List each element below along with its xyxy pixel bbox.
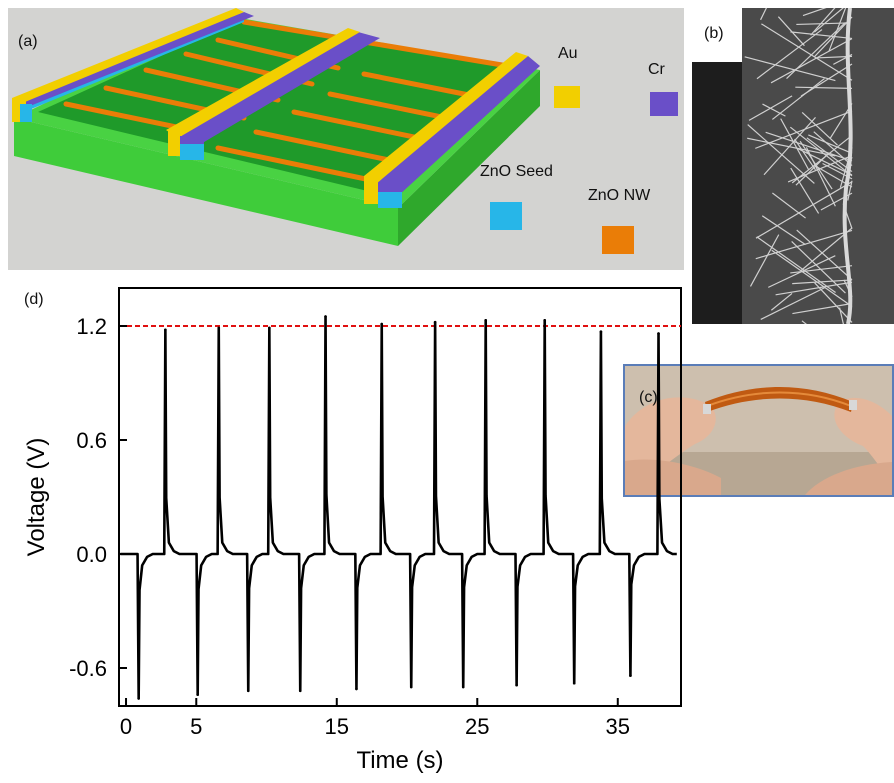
negative-pulse-peak (515, 683, 518, 687)
legend-zno-nw-label: ZnO NW (588, 187, 651, 204)
panel-a-label: (a) (18, 33, 38, 50)
plot-frame (118, 287, 682, 707)
legend-cr-label: Cr (648, 61, 666, 78)
voltage-chart-panel: (d) -0.6 0.0 0.6 1.2 0 5 15 25 35 Voltage (V) T… (0, 280, 690, 778)
nanowire-row (241, 19, 511, 69)
positive-pulse-peak (324, 315, 327, 318)
x-axis-ticks: 0 5 15 25 35 (120, 698, 630, 739)
panel-b-label: (b) (704, 25, 724, 42)
positive-pulse-peak (380, 322, 384, 326)
negative-pulse-peak (298, 689, 302, 693)
sem-micrograph: (b) (692, 8, 894, 324)
negative-pulse-peak (355, 687, 358, 691)
legend-zno-seed-label: ZnO Seed (480, 163, 553, 180)
electrode-right (364, 52, 540, 208)
electrode-middle (166, 28, 380, 160)
panel-c-label: (c) (639, 389, 658, 406)
substrate-right-face (398, 70, 540, 246)
y-tick-label: -0.6 (69, 656, 107, 681)
positive-pulse-peak (164, 328, 167, 332)
legend-zno-nw-swatch (602, 226, 634, 254)
legend-au-swatch (554, 86, 580, 108)
bent-device-strip (705, 387, 853, 412)
substrate-front-face (14, 118, 398, 246)
voltage-time-chart: (d) -0.6 0.0 0.6 1.2 0 5 15 25 35 Voltage (V) T… (23, 287, 682, 774)
legend-au-label: Au (558, 45, 578, 62)
x-tick-label: 0 (120, 714, 132, 739)
sem-micrograph-panel: (b) (692, 8, 894, 324)
negative-pulse-peak (461, 685, 465, 689)
legend-zno-seed-swatch (490, 202, 522, 230)
positive-pulse-peak (433, 320, 437, 324)
negative-pulse-peak (137, 697, 140, 700)
flexible-device-photo-panel: (c) (623, 364, 894, 497)
device-schematic-panel: (a) Au Cr ZnO Seed ZnO NW (8, 8, 684, 270)
positive-pulse-peak (268, 326, 271, 330)
flexible-device-photo: (c) (625, 366, 892, 495)
nanowire-strands (744, 8, 853, 324)
x-axis-label: Time (s) (356, 747, 443, 774)
x-tick-label: 15 (325, 714, 349, 739)
y-tick-label: 1.2 (76, 314, 107, 339)
panel-d-label: (d) (24, 291, 44, 308)
negative-pulse-peak (629, 674, 632, 677)
negative-pulse-peak (196, 693, 199, 696)
right-thumb (834, 397, 892, 478)
positive-pulse-peak (217, 326, 221, 330)
positive-pulse-peak (599, 330, 603, 333)
voltage-trace (120, 315, 677, 700)
nanowire-row (215, 145, 383, 185)
negative-pulse-peak (409, 685, 413, 689)
positive-pulse-peak (543, 319, 547, 322)
positive-pulse-peak (657, 332, 660, 335)
device-schematic: (a) Au Cr ZnO Seed ZnO NW (12, 8, 678, 254)
nanowire-row (253, 129, 411, 167)
negative-pulse-peak (572, 681, 576, 685)
y-axis-ticks: -0.6 0.0 0.6 1.2 (69, 314, 127, 681)
y-tick-label: 0.0 (76, 542, 107, 567)
x-tick-label: 35 (606, 714, 630, 739)
electrode-left (12, 8, 254, 122)
y-tick-label: 0.6 (76, 428, 107, 453)
pulse-peaks (137, 315, 660, 700)
positive-pulse-peak (484, 319, 488, 322)
negative-pulse-peak (246, 689, 250, 693)
legend-cr-swatch (650, 92, 678, 116)
y-axis-label: Voltage (V) (23, 438, 50, 557)
x-tick-label: 5 (190, 714, 202, 739)
x-tick-label: 25 (465, 714, 489, 739)
